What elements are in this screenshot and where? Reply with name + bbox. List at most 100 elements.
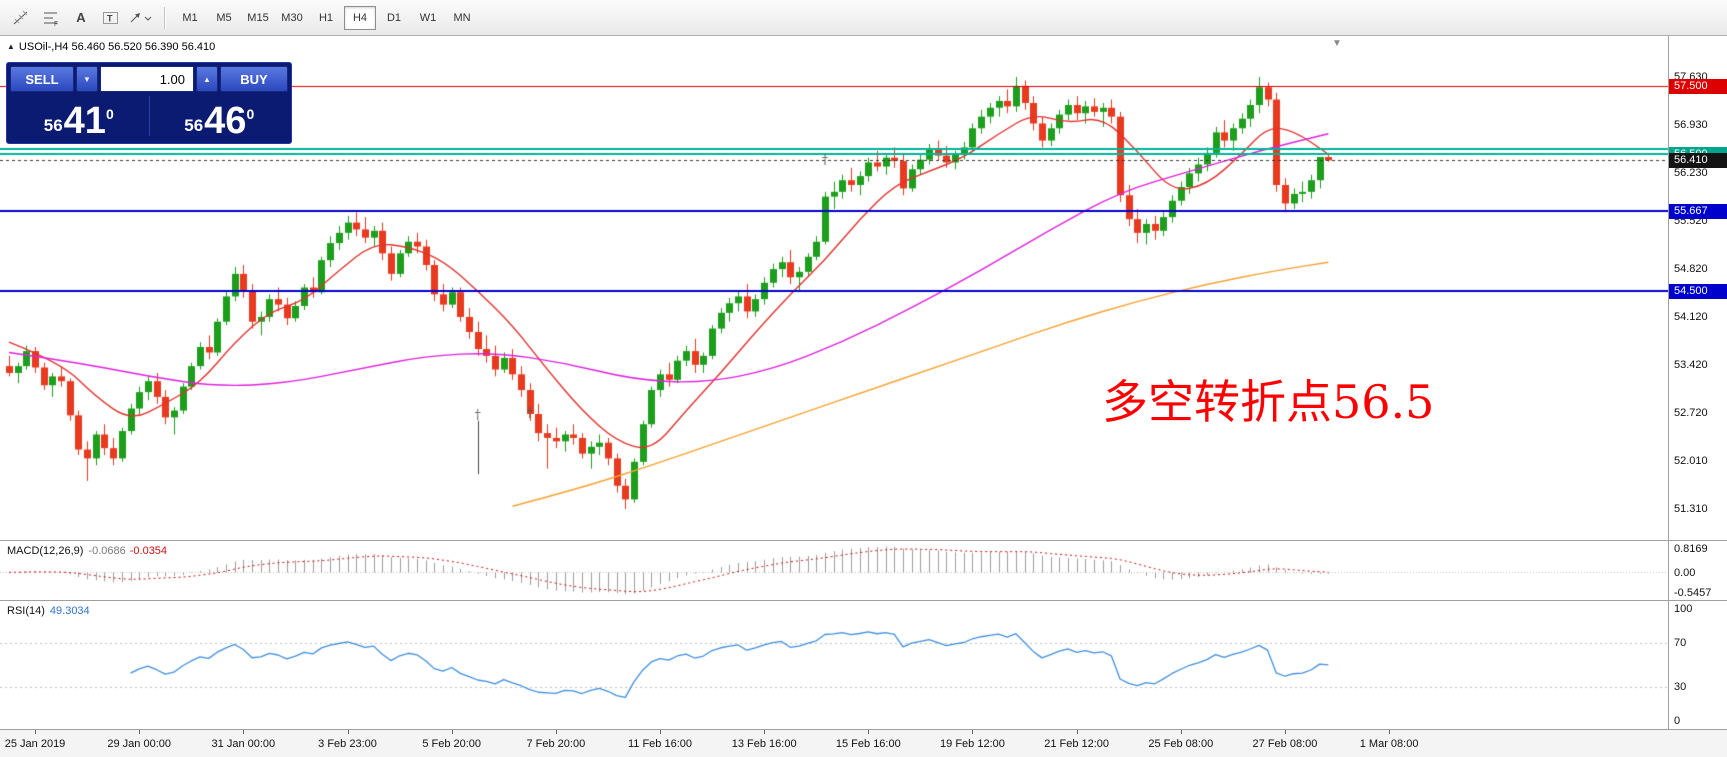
macd-header: MACD(12,26,9) -0.0686 -0.0354 bbox=[7, 545, 167, 557]
symbol-ohlc-text: USOil-,H4 56.460 56.520 56.390 56.410 bbox=[18, 41, 216, 53]
rsi-value: 49.3034 bbox=[49, 605, 90, 617]
time-axis-tick-mark bbox=[660, 730, 661, 734]
time-axis-tick-mark bbox=[452, 730, 453, 734]
time-axis-label: 27 Feb 08:00 bbox=[1252, 738, 1318, 750]
text-icon[interactable]: A bbox=[76, 10, 86, 25]
macd-indicator-panel: MACD(12,26,9) -0.0686 -0.0354 0.8169 0.00 -0… bbox=[0, 540, 1727, 600]
price-axis-tick: 52.720 bbox=[1674, 406, 1708, 419]
time-axis-tick-mark bbox=[972, 730, 973, 734]
macd-axis-tick: 0.8169 bbox=[1674, 543, 1708, 555]
time-axis-tick-mark bbox=[35, 730, 36, 734]
price-axis-tick: 53.420 bbox=[1674, 358, 1708, 371]
time-axis-tick-mark bbox=[348, 730, 349, 734]
time-axis-label: 7 Feb 20:00 bbox=[526, 738, 586, 750]
rsi-axis-tick: 0 bbox=[1674, 715, 1681, 727]
macd-axis-tick: -0.5457 bbox=[1674, 587, 1712, 599]
time-axis-label: 15 Feb 16:00 bbox=[835, 738, 901, 750]
time-axis-label: 19 Feb 12:00 bbox=[940, 738, 1005, 750]
sell-button[interactable]: SELL bbox=[10, 66, 74, 92]
text-label-icon[interactable]: T bbox=[97, 5, 125, 31]
time-axis-label: 31 Jan 00:00 bbox=[211, 738, 276, 750]
time-axis-label: 21 Feb 12:00 bbox=[1044, 738, 1110, 750]
time-axis-label: 1 Mar 08:00 bbox=[1359, 738, 1419, 750]
time-axis-tick-mark bbox=[243, 730, 244, 734]
macd-canvas[interactable] bbox=[0, 541, 1668, 600]
timeframe-button-D1[interactable]: D1 bbox=[386, 11, 402, 24]
sell-price-display[interactable]: 56 41 0 bbox=[10, 92, 148, 140]
timeframe-button-M15[interactable]: M15 bbox=[247, 11, 269, 24]
fibonacci-retracement-icon[interactable]: F bbox=[37, 5, 65, 31]
time-axis-tick-mark bbox=[1181, 730, 1182, 734]
macd-axis-tick: 0.00 bbox=[1674, 566, 1696, 579]
macd-value-signal: -0.0354 bbox=[129, 545, 168, 557]
macd-value-main: -0.0686 bbox=[88, 545, 126, 557]
price-badge: 55.667 bbox=[1669, 204, 1727, 220]
timeframe-button-H4[interactable]: H4 bbox=[344, 5, 376, 30]
buy-price-sup: 0 bbox=[246, 106, 255, 122]
time-axis-label: 25 Feb 08:00 bbox=[1148, 738, 1214, 750]
one-click-trading-panel: SELL ▼ ▲ BUY 56 41 0 56 46 bbox=[6, 62, 292, 144]
chart-shift-icon[interactable]: ▼ bbox=[1332, 38, 1342, 49]
price-axis-tick: 54.120 bbox=[1674, 310, 1708, 323]
rsi-axis-tick: 100 bbox=[1674, 603, 1693, 615]
buy-price-display[interactable]: 56 46 0 bbox=[151, 92, 289, 140]
time-axis-label: 11 Feb 16:00 bbox=[627, 738, 693, 750]
macd-name: MACD(12,26,9) bbox=[7, 545, 84, 557]
buy-price-prefix: 56 bbox=[184, 116, 204, 135]
toolbar: F A T M1 M5 M15 M30 H1 H4 D1 W1 MN bbox=[0, 0, 1727, 36]
time-axis-label: 5 Feb 20:00 bbox=[422, 738, 482, 750]
price-axis-tick: 52.010 bbox=[1674, 455, 1708, 468]
price-badge: 57.500 bbox=[1669, 78, 1727, 94]
time-axis-tick-mark bbox=[764, 730, 765, 734]
price-axis-tick: 54.820 bbox=[1674, 263, 1708, 276]
svg-text:F: F bbox=[54, 21, 58, 27]
rsi-axis-tick: 70 bbox=[1674, 636, 1687, 649]
symbol-ohlc-label: ▲ USOil-,H4 56.460 56.520 56.390 56.410 bbox=[7, 41, 215, 53]
price-badge: 54.500 bbox=[1669, 283, 1727, 299]
price-badge: 56.410 bbox=[1669, 153, 1727, 169]
lot-size-input[interactable] bbox=[100, 66, 194, 92]
buy-button[interactable]: BUY bbox=[220, 66, 288, 92]
chart-window: ▲ USOil-,H4 56.460 56.520 56.390 56.410 ▼… bbox=[0, 36, 1727, 757]
rsi-canvas[interactable] bbox=[0, 601, 1668, 729]
price-axis-tick: 56.230 bbox=[1674, 166, 1708, 179]
sell-price-big: 41 bbox=[63, 99, 106, 142]
trade-panel-divider bbox=[148, 96, 150, 136]
chart-annotation-text: 多空转折点56.5 bbox=[1102, 375, 1435, 429]
timeframe-button-MN[interactable]: MN bbox=[453, 11, 471, 24]
toolbar-separator bbox=[164, 6, 165, 29]
time-axis[interactable]: 25 Jan 2019 29 Jan 00:00 31 Jan 00:00 3 Feb… bbox=[0, 729, 1727, 757]
arrows-icon[interactable] bbox=[127, 5, 155, 31]
timeframe-button-M1[interactable]: M1 bbox=[182, 11, 198, 24]
rsi-axis-tick: 30 bbox=[1674, 681, 1687, 694]
time-axis-tick-mark bbox=[556, 730, 557, 734]
time-axis-label: 29 Jan 00:00 bbox=[107, 738, 171, 750]
buy-price-big: 46 bbox=[204, 99, 247, 142]
time-axis-label: 13 Feb 16:00 bbox=[731, 738, 797, 750]
time-axis-tick-mark bbox=[868, 730, 869, 734]
rsi-axis[interactable]: 100 70 30 0 bbox=[1668, 601, 1727, 729]
time-axis-tick-mark bbox=[1389, 730, 1390, 734]
macd-axis[interactable]: 0.8169 0.00 -0.5457 bbox=[1668, 541, 1727, 600]
timeframe-button-M30[interactable]: M30 bbox=[281, 11, 303, 24]
price-axis-tick: 51.310 bbox=[1674, 502, 1708, 515]
time-axis-tick-mark bbox=[139, 730, 140, 734]
timeframe-button-M5[interactable]: M5 bbox=[216, 11, 232, 24]
timeframe-button-W1[interactable]: W1 bbox=[419, 11, 437, 24]
sell-price-sup: 0 bbox=[105, 106, 114, 122]
trendline-icon[interactable] bbox=[7, 5, 35, 31]
lot-increase-button[interactable]: ▲ bbox=[196, 66, 218, 92]
lot-decrease-button[interactable]: ▼ bbox=[76, 66, 98, 92]
price-chart-panel: ▲ USOil-,H4 56.460 56.520 56.390 56.410 ▼… bbox=[0, 36, 1727, 540]
rsi-header: RSI(14) 49.3034 bbox=[7, 605, 90, 617]
sell-price-prefix: 56 bbox=[43, 116, 63, 135]
price-axis[interactable]: 57.630 56.930 56.230 55.520 54.820 54.120 53.4… bbox=[1668, 36, 1727, 540]
one-click-collapse-icon[interactable]: ▲ bbox=[7, 42, 15, 51]
timeframes-toolbar: M1 M5 M15 M30 H1 H4 D1 W1 MN bbox=[173, 5, 479, 30]
time-axis-tick-mark bbox=[1285, 730, 1286, 734]
timeframe-button-H1[interactable]: H1 bbox=[318, 11, 334, 24]
time-axis-label: 25 Jan 2019 bbox=[4, 738, 66, 750]
svg-text:T: T bbox=[107, 13, 113, 23]
